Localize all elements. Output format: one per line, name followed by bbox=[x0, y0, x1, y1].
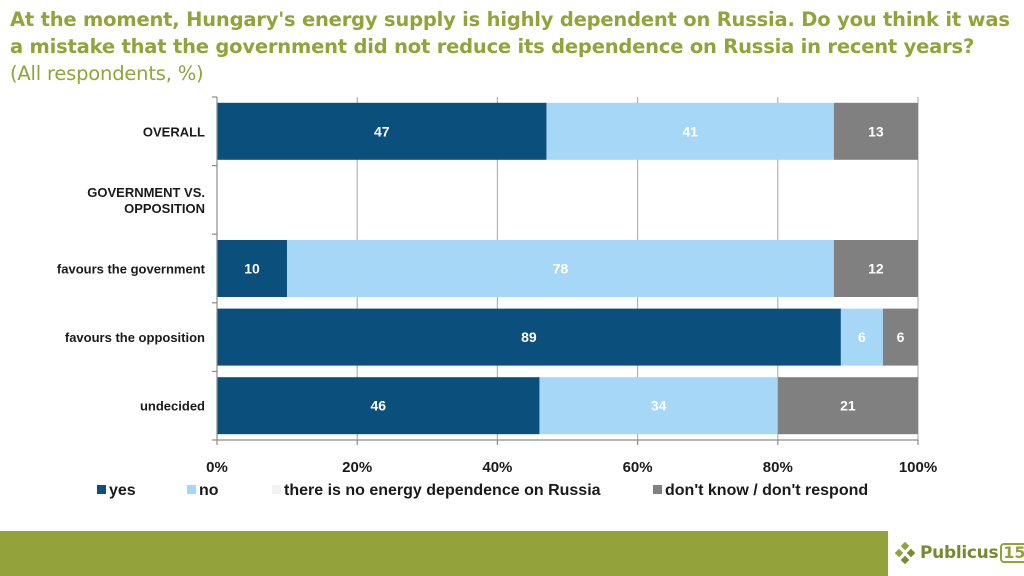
logo-text: Publicus bbox=[920, 543, 999, 563]
legend-swatch bbox=[187, 485, 196, 494]
data-label: 78 bbox=[553, 261, 569, 277]
bar-segment-yes bbox=[217, 240, 288, 297]
stacked-bar-chart: 47 41 13 10 78 12 89 6 6 46 34 21 OVERALL GOVERNMENT… bbox=[57, 96, 937, 499]
category-label: OPPOSITION bbox=[124, 201, 205, 216]
bar-segment-no bbox=[546, 102, 834, 160]
data-label: 6 bbox=[858, 329, 866, 345]
category-labels: OVERALL GOVERNMENT VS.OPPOSITION favours t… bbox=[57, 124, 206, 413]
footer-band bbox=[0, 531, 888, 576]
x-tick-label: 60% bbox=[623, 459, 653, 476]
legend: yes no there is no energy dependence on Ru… bbox=[97, 482, 868, 499]
chart-title-subtitle: (All respondents, %) bbox=[10, 62, 204, 85]
data-label: 21 bbox=[840, 398, 856, 414]
logo-badge: 15 bbox=[1000, 543, 1024, 563]
x-tick-labels: 0% 20% 40% 60% 80% 100% bbox=[206, 459, 937, 476]
data-label: 6 bbox=[897, 329, 905, 345]
chart-title: At the moment, Hungary's energy supply i… bbox=[10, 6, 1010, 87]
legend-label: no bbox=[199, 482, 219, 499]
bar-segment-don-t-know-don-t-respond bbox=[777, 377, 918, 435]
bar-segment-no bbox=[287, 240, 834, 297]
data-label: 34 bbox=[651, 398, 667, 414]
legend-swatch bbox=[653, 485, 662, 494]
x-tick-label: 40% bbox=[482, 459, 512, 476]
x-tick-label: 100% bbox=[899, 459, 937, 476]
data-label: 12 bbox=[868, 261, 884, 277]
category-label: undecided bbox=[140, 399, 205, 414]
data-label: 10 bbox=[244, 261, 260, 277]
x-tick-label: 0% bbox=[206, 459, 228, 476]
axes bbox=[212, 96, 919, 445]
data-label: 46 bbox=[370, 398, 386, 414]
legend-swatch bbox=[272, 485, 281, 494]
bars: 47 41 13 10 78 12 89 6 6 46 34 21 bbox=[217, 102, 918, 435]
x-tick-label: 80% bbox=[763, 459, 793, 476]
data-label: 47 bbox=[374, 123, 390, 139]
bar-segment-yes bbox=[217, 377, 540, 435]
legend-label: yes bbox=[109, 482, 136, 499]
bar-segment-don-t-know-don-t-respond bbox=[833, 240, 918, 297]
data-label: 89 bbox=[521, 329, 537, 345]
publicus-logo: Publicus 15 bbox=[894, 538, 1024, 568]
bar-segment-don-t-know-don-t-respond bbox=[833, 102, 918, 160]
chart-title-main: At the moment, Hungary's energy supply i… bbox=[10, 8, 1010, 58]
bar-segment-don-t-know-don-t-respond bbox=[882, 308, 918, 366]
x-tick-label: 20% bbox=[342, 459, 372, 476]
category-label: favours the government bbox=[57, 262, 206, 277]
category-label: favours the opposition bbox=[65, 330, 205, 345]
legend-swatch bbox=[97, 485, 106, 494]
bar-segment-yes bbox=[217, 102, 547, 160]
data-label: 13 bbox=[868, 123, 884, 139]
category-label: GOVERNMENT VS. bbox=[87, 185, 205, 200]
bar-segment-no bbox=[840, 308, 883, 366]
diamond-cluster-icon bbox=[894, 542, 916, 564]
bar-segment-no bbox=[539, 377, 778, 435]
data-label: 41 bbox=[682, 123, 698, 139]
legend-label: there is no energy dependence on Russia bbox=[284, 482, 601, 499]
category-label: OVERALL bbox=[143, 124, 205, 139]
legend-label: don't know / don't respond bbox=[665, 482, 868, 499]
bar-segment-yes bbox=[217, 308, 841, 366]
